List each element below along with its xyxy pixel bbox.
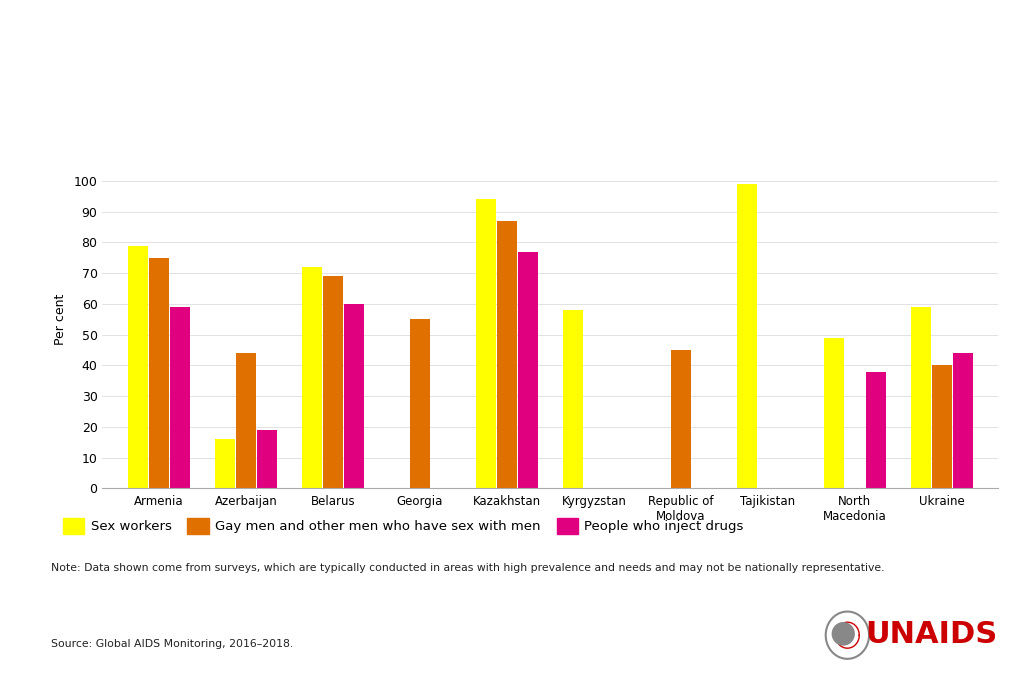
Bar bbox=[932, 365, 952, 488]
Bar bbox=[823, 338, 844, 488]
Bar bbox=[671, 350, 691, 488]
Text: Note: Data shown come from surveys, which are typically conducted in areas with : Note: Data shown come from surveys, whic… bbox=[51, 563, 885, 574]
Bar bbox=[953, 353, 973, 488]
Bar bbox=[302, 267, 322, 488]
Bar bbox=[736, 184, 757, 488]
Y-axis label: Per cent: Per cent bbox=[53, 294, 67, 345]
Text: eastern Europe and central Asia, 2016–2018: eastern Europe and central Asia, 2016–20… bbox=[26, 85, 752, 112]
Bar bbox=[236, 353, 256, 488]
Text: Knowledge of status among key populations,: Knowledge of status among key population… bbox=[26, 30, 768, 57]
Bar bbox=[910, 307, 931, 488]
Text: Source: Global AIDS Monitoring, 2016–2018.: Source: Global AIDS Monitoring, 2016–201… bbox=[51, 639, 294, 649]
Bar bbox=[257, 430, 278, 488]
Bar bbox=[344, 304, 365, 488]
Text: ●: ● bbox=[829, 619, 856, 647]
Bar bbox=[866, 372, 886, 488]
Text: UNAIDS: UNAIDS bbox=[865, 620, 997, 649]
Bar bbox=[148, 257, 169, 488]
Legend: Sex workers, Gay men and other men who have sex with men, People who inject drug: Sex workers, Gay men and other men who h… bbox=[57, 513, 749, 539]
Bar bbox=[170, 307, 190, 488]
Bar bbox=[497, 221, 517, 488]
Bar bbox=[518, 252, 539, 488]
Bar bbox=[410, 320, 430, 488]
Bar bbox=[475, 199, 496, 488]
Bar bbox=[128, 245, 147, 488]
Bar bbox=[215, 439, 234, 488]
Bar bbox=[323, 276, 343, 488]
Bar bbox=[562, 310, 583, 488]
